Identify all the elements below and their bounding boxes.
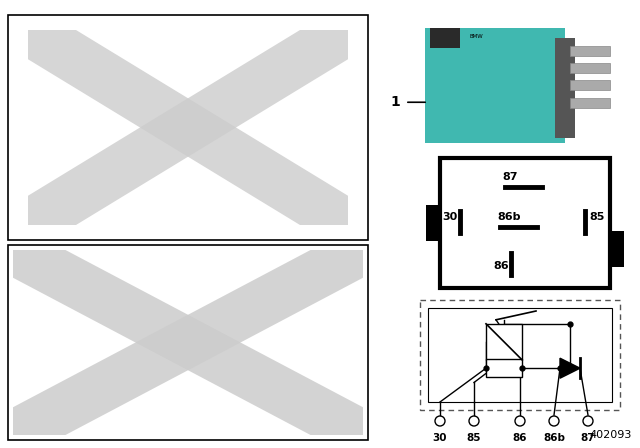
Bar: [486, 359, 522, 377]
Text: 86: 86: [493, 261, 509, 271]
Polygon shape: [13, 250, 363, 435]
Text: 87: 87: [502, 172, 518, 181]
Text: 85: 85: [467, 433, 481, 443]
Bar: [555, 38, 575, 138]
Text: 86b: 86b: [543, 433, 565, 443]
Bar: [425, 28, 565, 143]
Bar: [8, 15, 368, 240]
Bar: [570, 98, 610, 108]
Bar: [570, 80, 610, 90]
Text: 30: 30: [442, 212, 458, 222]
Polygon shape: [28, 30, 348, 225]
Text: 30: 30: [433, 433, 447, 443]
Text: BMW: BMW: [470, 34, 484, 39]
Polygon shape: [13, 250, 363, 435]
Bar: [570, 46, 610, 56]
Bar: [420, 300, 620, 410]
Polygon shape: [28, 30, 348, 225]
Bar: [428, 308, 612, 402]
Bar: [430, 28, 460, 48]
Text: 402093: 402093: [589, 430, 632, 440]
Bar: [426, 205, 440, 241]
Bar: [486, 324, 522, 360]
Bar: [440, 158, 610, 288]
Text: 86: 86: [513, 433, 527, 443]
Bar: [570, 63, 610, 73]
Bar: [610, 231, 624, 267]
Text: 85: 85: [589, 212, 605, 222]
Text: 1: 1: [390, 95, 400, 109]
Text: 86b: 86b: [497, 212, 521, 222]
Polygon shape: [560, 358, 580, 378]
Bar: [8, 245, 368, 440]
Text: 87: 87: [580, 433, 595, 443]
